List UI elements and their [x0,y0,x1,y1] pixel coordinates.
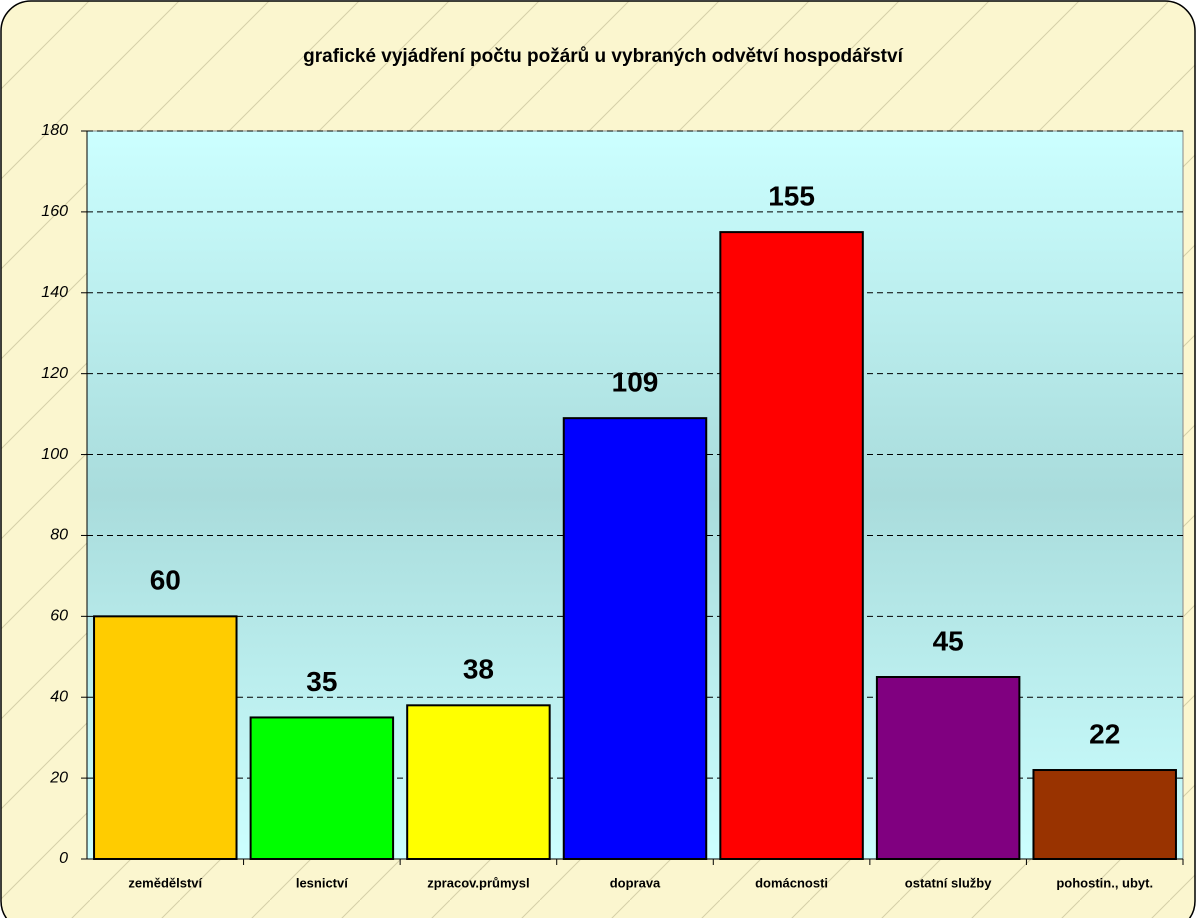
y-tick-label: 140 [41,284,68,301]
x-tick-label: zemědělství [128,875,202,890]
x-tick-label: zpracov.průmysl [427,875,529,890]
x-tick-label: doprava [610,875,661,890]
bar [875,676,1021,860]
bar [406,704,551,860]
value-label: 35 [306,666,337,697]
bar [1032,769,1177,860]
value-label: 155 [768,181,815,212]
value-label: 60 [150,565,181,596]
value-label: 45 [933,625,964,656]
x-tick-label: pohostin., ubyt. [1056,875,1153,890]
x-tick-label: domácnosti [755,875,828,890]
y-tick-label: 0 [59,850,68,867]
y-tick-label: 60 [50,608,68,625]
bar [719,231,864,861]
chart-title: grafické vyjádření počtu požárů u vybran… [303,46,903,67]
bar [249,716,395,861]
value-label: 38 [463,654,494,685]
value-label: 22 [1089,718,1120,749]
y-tick-label: 180 [41,122,68,139]
y-tick-label: 40 [50,688,68,705]
y-tick-label: 100 [41,446,68,463]
bar [93,615,238,860]
y-tick-label: 80 [50,527,68,544]
y-tick-label: 120 [41,365,68,382]
x-tick-label: ostatní služby [905,875,992,890]
value-label: 109 [612,367,659,398]
bar [562,417,708,860]
y-tick-label: 20 [49,769,68,786]
x-tick-label: lesnictví [296,875,348,890]
y-tick-label: 160 [41,203,68,220]
